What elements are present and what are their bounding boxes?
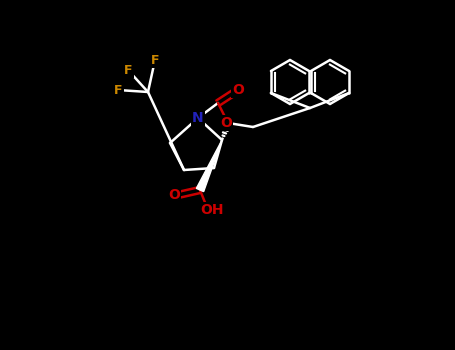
- Text: F: F: [151, 54, 159, 66]
- Text: F: F: [114, 84, 122, 97]
- Polygon shape: [197, 140, 222, 191]
- Text: O: O: [232, 83, 244, 97]
- Text: OH: OH: [200, 203, 224, 217]
- Text: N: N: [192, 111, 204, 125]
- Text: O: O: [220, 116, 232, 130]
- Text: O: O: [168, 188, 180, 202]
- Text: F: F: [124, 63, 132, 77]
